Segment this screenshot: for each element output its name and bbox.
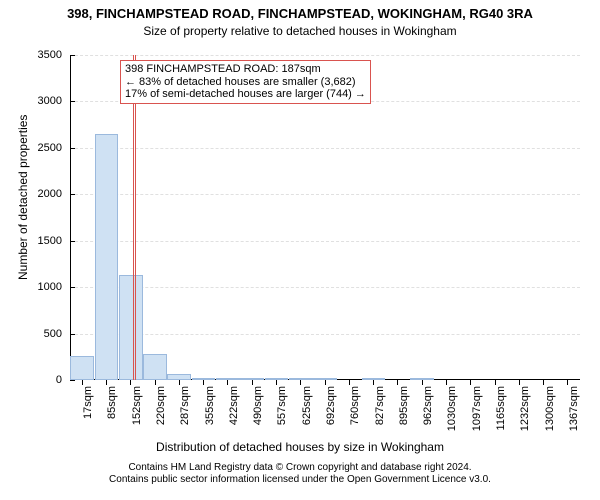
x-tick-label: 152sqm <box>131 386 143 425</box>
x-tick-label: 1030sqm <box>446 386 458 431</box>
gridline <box>70 287 580 288</box>
chart-footer: Contains HM Land Registry data © Crown c… <box>0 462 600 485</box>
gridline <box>70 194 580 195</box>
x-tick-label: 1232sqm <box>519 386 531 431</box>
footer-line: Contains HM Land Registry data © Crown c… <box>0 462 600 474</box>
histogram-bar <box>70 356 94 380</box>
x-tick-label: 1165sqm <box>495 386 507 430</box>
y-tick-label: 1500 <box>38 235 62 247</box>
y-tick-label: 3500 <box>38 49 62 61</box>
x-tick-label: 625sqm <box>301 386 313 425</box>
x-tick-label: 490sqm <box>252 386 264 425</box>
chart-container: 398, FINCHAMPSTEAD ROAD, FINCHAMPSTEAD, … <box>0 0 600 500</box>
y-tick-label: 500 <box>44 328 62 340</box>
y-ticks: 0500100015002000250030003500 <box>0 55 70 380</box>
annotation-line: ← 83% of detached houses are smaller (3,… <box>125 76 366 89</box>
x-axis-label: Distribution of detached houses by size … <box>0 440 600 454</box>
y-tick-label: 2500 <box>38 142 62 154</box>
y-tick-label: 0 <box>56 374 62 386</box>
histogram-bar <box>143 354 167 380</box>
gridline <box>70 55 580 56</box>
x-tick-label: 760sqm <box>349 386 361 425</box>
x-tick-label: 17sqm <box>82 386 94 419</box>
x-tick-label: 287sqm <box>179 386 191 425</box>
y-tick-label: 2000 <box>38 188 62 200</box>
x-tick-label: 962sqm <box>422 386 434 425</box>
gridline <box>70 334 580 335</box>
x-tick-label: 1097sqm <box>471 386 483 431</box>
gridline <box>70 148 580 149</box>
x-tick-label: 422sqm <box>228 386 240 425</box>
footer-line: Contains public sector information licen… <box>0 474 600 486</box>
x-tick-label: 355sqm <box>204 386 216 425</box>
x-tick-label: 895sqm <box>398 386 410 425</box>
x-tick-label: 1300sqm <box>544 386 556 431</box>
x-tick-label: 827sqm <box>374 386 386 425</box>
chart-title: 398, FINCHAMPSTEAD ROAD, FINCHAMPSTEAD, … <box>0 6 600 21</box>
marker-annotation: 398 FINCHAMPSTEAD ROAD: 187sqm ← 83% of … <box>120 60 371 104</box>
histogram-bar <box>119 275 143 380</box>
y-tick-label: 1000 <box>38 281 62 293</box>
x-tick-label: 1367sqm <box>568 386 580 431</box>
x-tick-label: 85sqm <box>106 386 118 419</box>
x-tick-label: 220sqm <box>155 386 167 425</box>
gridline <box>70 241 580 242</box>
annotation-line: 17% of semi-detached houses are larger (… <box>125 88 366 101</box>
x-tick-label: 557sqm <box>276 386 288 425</box>
annotation-line: 398 FINCHAMPSTEAD ROAD: 187sqm <box>125 63 366 76</box>
chart-subtitle: Size of property relative to detached ho… <box>0 24 600 38</box>
y-tick-label: 3000 <box>38 95 62 107</box>
y-axis-line <box>70 55 71 380</box>
histogram-bar <box>95 134 119 380</box>
x-tick-label: 692sqm <box>325 386 337 425</box>
